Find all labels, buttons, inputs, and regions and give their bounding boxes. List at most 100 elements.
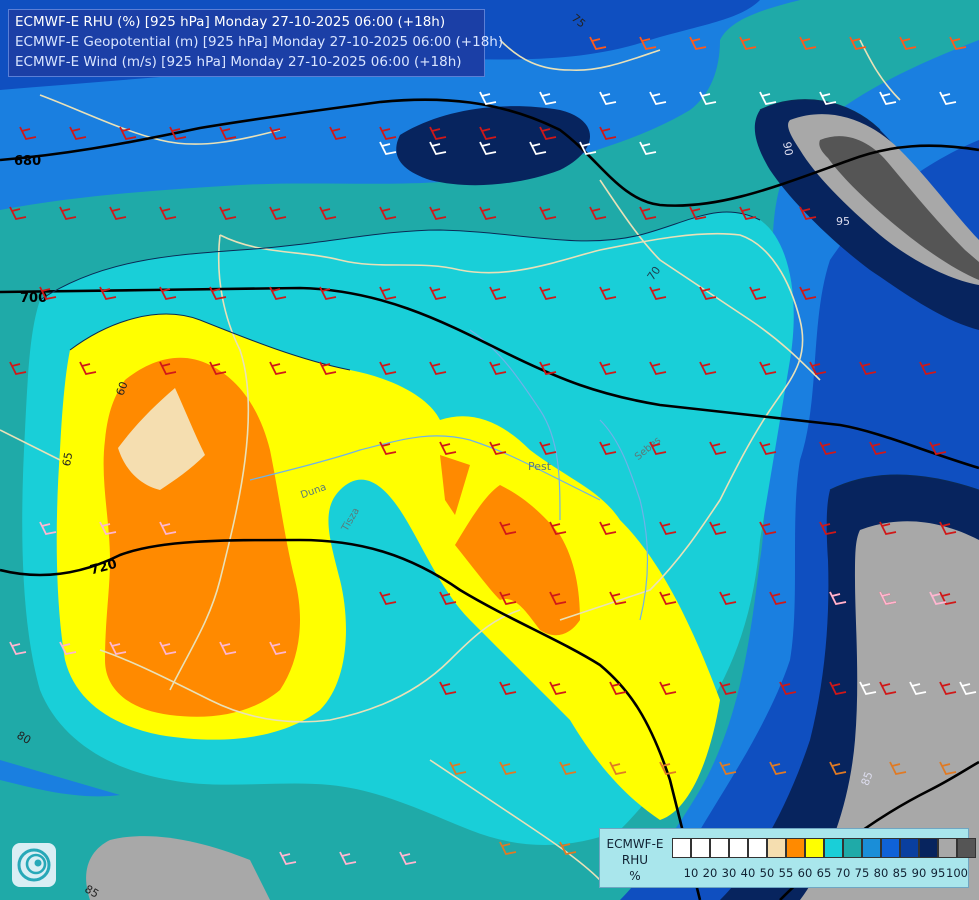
wind-barb xyxy=(759,91,777,106)
wind-barb xyxy=(929,591,947,606)
rhu-legend: ECMWF-E RHU % 10 20 30 40 50 55 60 65 70 75 80 85 90… xyxy=(599,828,976,888)
wind-barb xyxy=(829,591,847,606)
wind-barb xyxy=(879,91,897,106)
wind-barb xyxy=(639,206,657,221)
wind-barb xyxy=(959,681,977,696)
legend-tick: 100 xyxy=(946,866,968,880)
legend-tick: 85 xyxy=(892,866,908,880)
wind-barb xyxy=(849,36,867,51)
wind-barb xyxy=(159,286,177,301)
wind-barb xyxy=(589,206,607,221)
contour-720 xyxy=(0,538,702,900)
wind-barb xyxy=(109,641,127,656)
wind-barb xyxy=(599,126,617,141)
wind-barb xyxy=(109,206,127,221)
legend-swatch xyxy=(862,838,881,858)
legend-tick: 75 xyxy=(854,866,870,880)
title-wind: ECMWF-E Wind (m/s) [925 hPa] Monday 27-1… xyxy=(15,54,462,70)
wind-barb xyxy=(59,641,77,656)
wind-barb xyxy=(379,206,397,221)
wind-barb xyxy=(939,521,957,536)
wind-barb xyxy=(769,761,787,776)
geopotential-label: 720 xyxy=(89,557,119,579)
wind-barb xyxy=(379,441,397,456)
wind-barb xyxy=(599,286,617,301)
wind-barb xyxy=(159,206,177,221)
wind-barb xyxy=(329,126,347,141)
wind-barb xyxy=(159,361,177,376)
wind-barb xyxy=(739,36,757,51)
rhu-label: 60 xyxy=(114,380,131,398)
wind-barb xyxy=(429,361,447,376)
wind-barb xyxy=(799,206,817,221)
wind-barb xyxy=(169,126,187,141)
wind-barb xyxy=(489,361,507,376)
wind-barb xyxy=(919,361,937,376)
wind-barb xyxy=(699,286,717,301)
wind-barb xyxy=(759,361,777,376)
wind-barb xyxy=(379,126,397,141)
ecmwf-logo-icon xyxy=(12,843,56,887)
wind-barb xyxy=(889,761,907,776)
wind-barb xyxy=(819,521,837,536)
rhu-label: 65 xyxy=(60,451,75,467)
legend-swatch xyxy=(919,838,938,858)
wind-barb xyxy=(9,206,27,221)
geopotential-label: 700 xyxy=(20,291,47,306)
wind-barb xyxy=(769,591,787,606)
wind-barb xyxy=(499,681,517,696)
wind-barb xyxy=(269,206,287,221)
wind-barb xyxy=(759,441,777,456)
wind-barb xyxy=(719,681,737,696)
wind-barb xyxy=(269,126,287,141)
legend-swatch xyxy=(710,838,729,858)
wind-barb xyxy=(879,591,897,606)
rhu-fill-90-north xyxy=(396,106,590,186)
wind-barb xyxy=(909,681,927,696)
wind-barb xyxy=(539,206,557,221)
wind-barb xyxy=(599,91,617,106)
wind-barb xyxy=(599,441,617,456)
legend-swatch xyxy=(729,838,748,858)
wind-barb xyxy=(319,361,337,376)
wind-barb xyxy=(439,441,457,456)
wind-barb xyxy=(549,521,567,536)
wind-barb xyxy=(699,361,717,376)
wind-barb xyxy=(929,441,947,456)
wind-barb xyxy=(539,441,557,456)
wind-barb xyxy=(539,286,557,301)
wind-barb xyxy=(779,681,797,696)
wind-barb xyxy=(819,441,837,456)
wind-barb xyxy=(549,591,567,606)
rhu-fill-60-east xyxy=(455,485,580,636)
legend-tick: 40 xyxy=(740,866,756,880)
wind-barb xyxy=(609,761,627,776)
wind-barb xyxy=(19,126,37,141)
wind-barb xyxy=(479,126,497,141)
wind-barb xyxy=(69,126,87,141)
legend-swatch xyxy=(881,838,900,858)
wind-barb xyxy=(9,361,27,376)
wind-barb xyxy=(269,286,287,301)
wind-barb xyxy=(269,641,287,656)
wind-barb xyxy=(879,681,897,696)
legend-unit: % xyxy=(629,869,641,883)
legend-tick: 90 xyxy=(911,866,927,880)
legend-tick: 30 xyxy=(721,866,737,880)
wind-barb xyxy=(819,91,837,106)
wind-barb xyxy=(939,91,957,106)
wind-barb xyxy=(209,286,227,301)
wind-barb xyxy=(9,641,27,656)
wind-barb xyxy=(499,591,517,606)
wind-barb xyxy=(659,761,677,776)
legend-swatch xyxy=(938,838,957,858)
wind-barb xyxy=(719,761,737,776)
rhu-label: 85 xyxy=(859,770,876,788)
wind-barb xyxy=(99,521,117,536)
wind-barb xyxy=(429,286,447,301)
place-label: Pest xyxy=(528,460,552,473)
wind-barb xyxy=(439,681,457,696)
legend-swatch xyxy=(748,838,767,858)
wind-barb xyxy=(399,851,417,866)
